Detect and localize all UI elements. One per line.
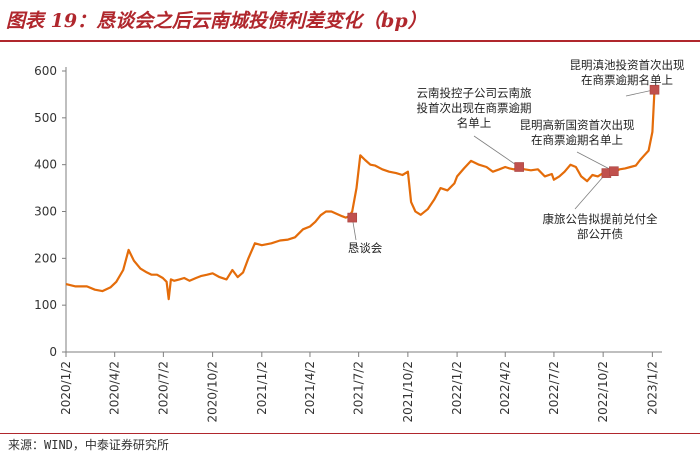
spread-line <box>65 88 658 301</box>
x-tick-label: 2021/1/2 <box>255 361 269 415</box>
y-tick-label: 600 <box>34 64 57 78</box>
title-bar: 图表 19：恳谈会之后云南城投债利差变化（bp） <box>0 0 700 42</box>
source-note: 来源：WIND，中泰证券研究所 <box>8 438 169 452</box>
annotation-line: 恳谈会 <box>348 241 383 255</box>
x-tick-label: 2020/4/2 <box>108 361 122 415</box>
x-tick-label: 2020/10/2 <box>206 361 220 423</box>
source-rule <box>0 433 700 434</box>
x-tick-label: 2023/1/2 <box>645 361 659 415</box>
x-tick-label: 2022/1/2 <box>450 361 464 415</box>
annotation-2: 云南投控子公司云南旅投首次出现在商票逾期名单上 <box>417 86 532 130</box>
annotation-line: 名单上 <box>457 116 492 130</box>
annotation-line: 康旅公告拟提前兑付全 <box>543 212 658 226</box>
y-tick-label: 0 <box>49 345 57 359</box>
annotation-line: 投首次出现在商票逾期 <box>417 101 532 115</box>
annotation-4: 恳谈会 <box>348 241 383 255</box>
annotation-line: 部公开债 <box>577 227 623 241</box>
x-tick-label: 2022/7/2 <box>547 361 561 415</box>
y-tick-label: 300 <box>34 205 57 219</box>
x-tick-label: 2021/10/2 <box>401 361 415 423</box>
annotation-leader-3 <box>576 151 615 172</box>
event-marker-5 <box>649 84 660 95</box>
chart-annotations: 昆明滇池投资首次出现在商票逾期名单上云南投控子公司云南旅投首次出现在商票逾期名单… <box>348 58 685 255</box>
y-tick-label: 500 <box>34 111 57 125</box>
y-tick-label: 200 <box>34 251 57 265</box>
annotation-1: 昆明滇池投资首次出现在商票逾期名单上 <box>570 58 685 87</box>
event-marker-2 <box>514 162 524 172</box>
annotation-line: 云南投控子公司云南旅 <box>417 86 532 100</box>
annotation-5: 康旅公告拟提前兑付全部公开债 <box>543 212 658 241</box>
annotation-leader-2 <box>473 135 520 168</box>
event-markers <box>347 84 660 223</box>
title-rule <box>0 40 700 42</box>
chart-title: 图表 19：恳谈会之后云南城投债利差变化（bp） <box>6 10 427 32</box>
y-tick-label: 100 <box>34 298 57 312</box>
x-tick-label: 2020/7/2 <box>156 361 170 415</box>
event-marker-1 <box>347 212 358 223</box>
annotation-line: 昆明高新国资首次出现 <box>520 118 635 132</box>
event-marker-4 <box>609 166 619 177</box>
annotation-leader-5 <box>574 172 607 210</box>
y-tick-label: 400 <box>34 158 57 172</box>
x-tick-label: 2021/7/2 <box>352 361 366 415</box>
x-tick-label: 2021/4/2 <box>303 361 317 415</box>
x-tick-label: 2020/1/2 <box>59 361 73 415</box>
annotation-line: 在商票逾期名单上 <box>531 133 623 147</box>
chart-axes: 0 100 200 300 400 500 600 2020/1/2 2020/4/2 2020/… <box>34 64 662 423</box>
annotation-line: 昆明滇池投资首次出现 <box>570 58 685 72</box>
annotation-3: 昆明高新国资首次出现在商票逾期名单上 <box>520 118 635 147</box>
x-tick-label: 2022/4/2 <box>498 361 512 415</box>
x-tick-label: 2022/10/2 <box>596 361 610 423</box>
annotation-line: 在商票逾期名单上 <box>581 73 673 87</box>
